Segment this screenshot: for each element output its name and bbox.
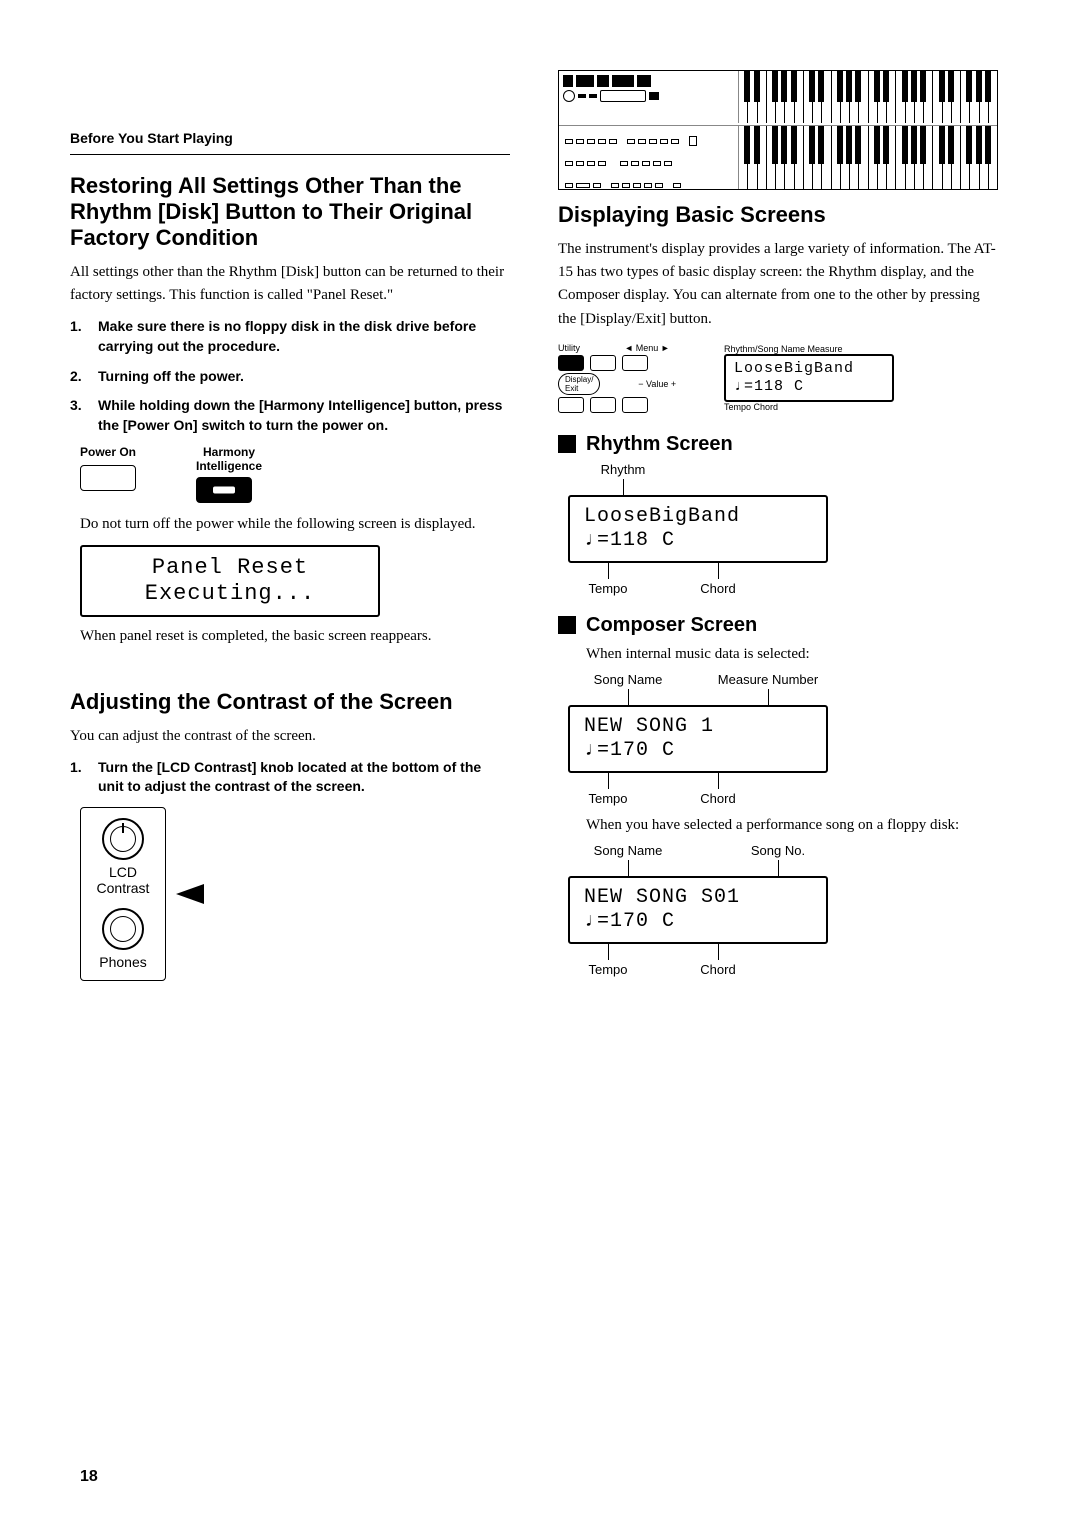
rhythm-chord-label: Chord [700, 581, 735, 596]
value-minus-button-icon [590, 397, 616, 413]
comp2-songname-label: Song Name [594, 843, 663, 858]
utility-button-icon [558, 355, 584, 371]
harmony-button-icon [196, 477, 252, 503]
menu-bot-callout: Tempo Chord [724, 402, 894, 412]
rhythm-lcd-line2: ♩=118 C [584, 529, 675, 553]
power-on-button-icon [80, 465, 136, 491]
heading-contrast: Adjusting the Contrast of the Screen [70, 689, 510, 715]
lcd-display: Panel Reset Executing... [80, 545, 380, 618]
menu-label: Menu [636, 343, 659, 353]
figure-buttons: Power On Harmony Intelligence [80, 445, 510, 503]
para-floppy-song: When you have selected a performance son… [586, 814, 998, 837]
comp2-lcd: NEW SONG S01 ♩=170 C [568, 876, 828, 944]
step-text: Turn the [LCD Contrast] knob located at … [98, 758, 510, 797]
menu-lcd-side: Rhythm/Song Name Measure LooseBigBand ♩=… [724, 344, 894, 412]
divider [70, 154, 510, 155]
keyboard-lower-controls-icon [559, 126, 739, 189]
lcd-contrast-knob-icon [102, 818, 144, 860]
page-number: 18 [80, 1468, 98, 1486]
heading-rhythm-screen: Rhythm Screen [558, 433, 998, 456]
comp2-chord-label: Chord [700, 962, 735, 977]
step: 2.Turning off the power. [70, 367, 510, 387]
two-column-layout: Before You Start Playing Restoring All S… [70, 70, 1010, 985]
phones-label: Phones [87, 954, 159, 970]
harmony-label-2: Intelligence [196, 459, 262, 473]
menu-button-panel: Utility◄ Menu ► Display/Exit− Value + [558, 341, 708, 415]
para-reset-complete: When panel reset is completed, the basic… [80, 625, 510, 648]
square-bullet-icon [558, 435, 576, 453]
step: 3.While holding down the [Harmony Intell… [70, 396, 510, 435]
menu-top-callout: Rhythm/Song Name Measure [724, 344, 894, 354]
rhythm-lcd: LooseBigBand ♩=118 C [568, 495, 828, 563]
comp1-lcd-line2: ♩=170 C [584, 739, 812, 763]
heading-restoring: Restoring All Settings Other Than the Rh… [70, 173, 510, 251]
figure-menu-buttons: Utility◄ Menu ► Display/Exit− Value + Rh… [558, 341, 998, 415]
comp1-measure-label: Measure Number [718, 672, 818, 687]
para-contrast-intro: You can adjust the contrast of the scree… [70, 725, 510, 748]
steps-contrast: 1.Turn the [LCD Contrast] knob located a… [70, 758, 510, 797]
power-on-group: Power On [80, 445, 136, 491]
figure-contrast-knob: LCD Contrast Phones [80, 807, 510, 981]
para-do-not-turn-off: Do not turn off the power while the foll… [80, 513, 510, 536]
menu-left-button-icon [590, 355, 616, 371]
right-column: Displaying Basic Screens The instrument'… [558, 70, 998, 985]
lcd-panel-reset: Panel Reset Executing... [80, 545, 510, 618]
comp2-tempo-label: Tempo [588, 962, 627, 977]
lcd-line-1: Panel Reset [96, 555, 364, 581]
lcd-label-2: Contrast [87, 880, 159, 896]
keyboard-control-panel-icon [559, 71, 739, 123]
figure-composer-floppy: Song Name Song No. NEW SONG S01 ♩=170 C … [568, 843, 998, 977]
keyboard-figure [558, 70, 998, 190]
lcd-line-2: Executing... [96, 581, 364, 607]
running-head: Before You Start Playing [70, 130, 510, 146]
comp1-songname-label: Song Name [594, 672, 663, 687]
menu-lcd: LooseBigBand ♩=118 C [724, 354, 894, 402]
comp2-lcd-line1: NEW SONG S01 [584, 886, 740, 910]
para-panel-reset-intro: All settings other than the Rhythm [Disk… [70, 261, 510, 308]
step-text: Make sure there is no floppy disk in the… [98, 317, 510, 356]
figure-rhythm-screen: Rhythm LooseBigBand ♩=118 C Tempo Chord [568, 462, 998, 596]
rhythm-lcd-line1: LooseBigBand [584, 505, 812, 529]
comp1-lcd-line1: NEW SONG 1 [584, 715, 714, 739]
step: 1.Turn the [LCD Contrast] knob located a… [70, 758, 510, 797]
comp1-chord-label: Chord [700, 791, 735, 806]
page: Before You Start Playing Restoring All S… [0, 0, 1080, 1528]
display-exit-button-icon [558, 397, 584, 413]
power-on-label: Power On [80, 445, 136, 459]
menu-lcd-line2: ♩=118 C [734, 378, 884, 396]
menu-right-button-icon [622, 355, 648, 371]
keyboard-lower [559, 125, 997, 189]
step-text: While holding down the [Harmony Intellig… [98, 396, 510, 435]
utility-label: Utility [558, 343, 580, 353]
steps-panel-reset: 1.Make sure there is no floppy disk in t… [70, 317, 510, 435]
menu-lcd-line1: LooseBigBand [734, 360, 884, 378]
heading-composer-screen: Composer Screen [558, 614, 998, 637]
para-basic-screens: The instrument's display provides a larg… [558, 238, 998, 331]
harmony-group: Harmony Intelligence [196, 445, 262, 503]
arrow-left-icon [176, 884, 204, 904]
contrast-panel: LCD Contrast Phones [80, 807, 166, 981]
rhythm-top-label: Rhythm [601, 462, 646, 477]
value-label: − Value + [606, 379, 708, 389]
lcd-label-1: LCD [87, 864, 159, 880]
para-internal-music: When internal music data is selected: [586, 643, 998, 666]
comp2-songno-label: Song No. [751, 843, 805, 858]
step: 1.Make sure there is no floppy disk in t… [70, 317, 510, 356]
keyboard-upper [559, 71, 997, 123]
lower-keys-icon [739, 126, 997, 189]
display-exit-oval: Display/Exit [558, 373, 600, 395]
square-bullet-icon [558, 616, 576, 634]
step-text: Turning off the power. [98, 367, 244, 387]
upper-keys-icon [739, 71, 997, 123]
rhythm-tempo-label: Tempo [588, 581, 627, 596]
phones-knob-icon [102, 908, 144, 950]
comp2-lcd-line2: ♩=170 C [584, 910, 812, 934]
figure-composer-internal: Song Name Measure Number NEW SONG 1 ♩=17… [568, 672, 998, 806]
comp1-tempo-label: Tempo [588, 791, 627, 806]
value-plus-button-icon [622, 397, 648, 413]
comp1-lcd: NEW SONG 1 ♩=170 C [568, 705, 828, 773]
harmony-label-1: Harmony [196, 445, 262, 459]
heading-basic-screens: Displaying Basic Screens [558, 202, 998, 228]
left-column: Before You Start Playing Restoring All S… [70, 70, 510, 985]
